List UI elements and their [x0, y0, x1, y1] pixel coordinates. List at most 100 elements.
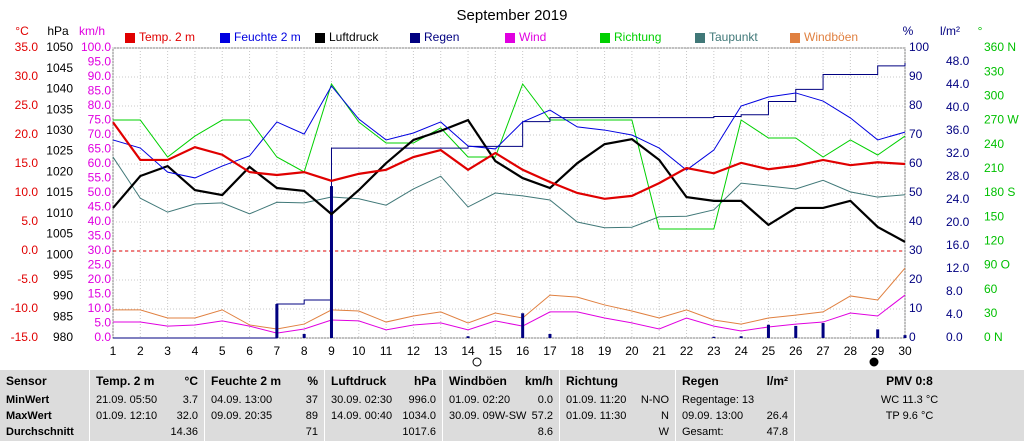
- x-tick-label: 30: [898, 344, 912, 358]
- y-tick-label: 10: [909, 301, 923, 315]
- y-tick-label: 80: [909, 98, 923, 112]
- table-row: 71: [211, 424, 318, 440]
- cell-right: 26.4: [766, 410, 788, 422]
- axis-unit: °: [978, 24, 983, 38]
- cell-left: 09.09. 20:35: [211, 410, 273, 422]
- column-unit: °C: [184, 374, 198, 388]
- table-row: 1017.6: [331, 424, 436, 440]
- y-tick-label: 1025: [46, 144, 73, 158]
- y-tick-label: 300: [984, 89, 1004, 103]
- y-tick-label: 10.0: [88, 301, 112, 315]
- y-tick-label: 1030: [46, 123, 73, 137]
- y-tick-label: 1000: [46, 247, 73, 261]
- series-line: [112, 118, 906, 243]
- y-tick-label: 1015: [46, 185, 73, 199]
- cell-left: 09.09. 13:00: [682, 410, 744, 422]
- legend-swatch: [600, 33, 610, 43]
- cell-right: 32.0: [176, 410, 198, 422]
- y-tick-label: 0.0: [946, 330, 963, 344]
- column-header: Sensor: [6, 374, 47, 388]
- y-tick-label: 12.0: [946, 261, 970, 275]
- legend-swatch: [695, 33, 705, 43]
- x-tick-label: 26: [789, 344, 803, 358]
- series-line: [113, 82, 906, 230]
- x-tick-label: 1: [110, 344, 117, 358]
- y-tick-label: 240: [984, 137, 1004, 151]
- x-tick-label: 2: [137, 344, 144, 358]
- column-header: Luftdruck hPa: [331, 370, 436, 392]
- legend-swatch: [410, 33, 420, 43]
- y-tick-label: 70: [909, 127, 923, 141]
- legend-swatch: [790, 33, 800, 43]
- y-tick-label: 1020: [46, 164, 73, 178]
- legend-label: Temp. 2 m: [139, 30, 195, 44]
- y-tick-label: 20.0: [15, 127, 39, 141]
- rain-bar: [548, 333, 552, 338]
- series-line: [112, 121, 906, 200]
- x-tick-label: 5: [219, 344, 226, 358]
- x-tick-label: 17: [543, 344, 557, 358]
- y-tick-label: 8.0: [946, 284, 963, 298]
- y-tick-label: 210: [984, 161, 1004, 175]
- cell-left: Gesamt:: [682, 426, 724, 438]
- y-tick-label: 270 W: [984, 113, 1019, 127]
- x-tick-label: 6: [246, 344, 253, 358]
- y-tick-label: 990: [53, 289, 73, 303]
- y-tick-label: 1045: [46, 61, 73, 75]
- cell-right: 57.2: [531, 410, 553, 422]
- x-tick-label: 23: [707, 344, 721, 358]
- table-row: 30.09. 09W-SW 57.2: [449, 408, 553, 424]
- x-tick-label: 16: [516, 344, 530, 358]
- y-tick-label: 40: [909, 214, 923, 228]
- x-tick-label: 11: [380, 344, 393, 358]
- x-tick-label: 24: [734, 344, 748, 358]
- x-tick-label: 8: [301, 344, 308, 358]
- table-row: 21.09. 05:50 3.7: [96, 392, 198, 408]
- table-row: 04.09. 13:00 37: [211, 392, 318, 408]
- rain-bar: [712, 336, 716, 338]
- y-tick-label: 5.0: [21, 214, 38, 228]
- legend-label: Richtung: [614, 30, 661, 44]
- summary-table: Sensor MinWert MaxWert Durchschnitt Temp. 2 …: [0, 370, 1024, 441]
- y-tick-label: 45.0: [88, 200, 112, 214]
- y-tick-label: 30: [984, 306, 998, 320]
- axis-unit: hPa: [47, 24, 69, 38]
- cell-right: N: [661, 410, 669, 422]
- y-tick-label: 75.0: [88, 113, 112, 127]
- y-tick-label: 40.0: [946, 100, 970, 114]
- y-tick-label: 28.0: [946, 169, 970, 183]
- y-tick-label: 30.0: [88, 243, 112, 257]
- table-column: Temp. 2 m °C 21.09. 05:50 3.7 01.09. 12:10 32…: [90, 370, 205, 441]
- y-tick-label: 980: [53, 330, 73, 344]
- cell-right: W: [658, 426, 669, 438]
- y-tick-label: 0: [909, 330, 916, 344]
- rain-bar: [739, 336, 743, 338]
- cell-left: 30.09. 09W-SW: [449, 410, 527, 422]
- table-column: Windböen km/h 01.09. 02:20 0.0 30.09. 09W-SW…: [443, 370, 560, 441]
- legend-label: Wind: [519, 30, 546, 44]
- axis-unit: km/h: [79, 24, 105, 38]
- y-tick-label: 90.0: [88, 69, 112, 83]
- x-tick-label: 13: [434, 344, 448, 358]
- y-tick-label: 15.0: [15, 156, 39, 170]
- y-tick-label: 1050: [46, 40, 73, 54]
- legend-label: Regen: [424, 30, 459, 44]
- y-tick-label: 65.0: [88, 142, 112, 156]
- table-row: 01.09. 12:10 32.0: [96, 408, 198, 424]
- moon-new: [472, 357, 482, 367]
- rain-bar: [794, 325, 798, 338]
- y-tick-label: -10.0: [11, 301, 39, 315]
- row-label: MinWert: [6, 394, 50, 406]
- table-column: Luftdruck hPa 30.09. 02:30 996.0 14.09. 00:4…: [325, 370, 443, 441]
- y-tick-label: 1010: [46, 206, 73, 220]
- sensor-column: Sensor MinWert MaxWert Durchschnitt: [0, 370, 90, 441]
- cell-right: 0.0: [537, 394, 553, 406]
- cell-right: 71: [305, 426, 318, 438]
- column-name: Regen: [682, 374, 719, 388]
- y-tick-label: 55.0: [88, 171, 112, 185]
- column-header: Richtung: [566, 370, 669, 392]
- table-row: 14.09. 00:40 1034.0: [331, 408, 436, 424]
- y-tick-label: 150: [984, 209, 1004, 223]
- table-row: Regentage: 13: [682, 392, 788, 408]
